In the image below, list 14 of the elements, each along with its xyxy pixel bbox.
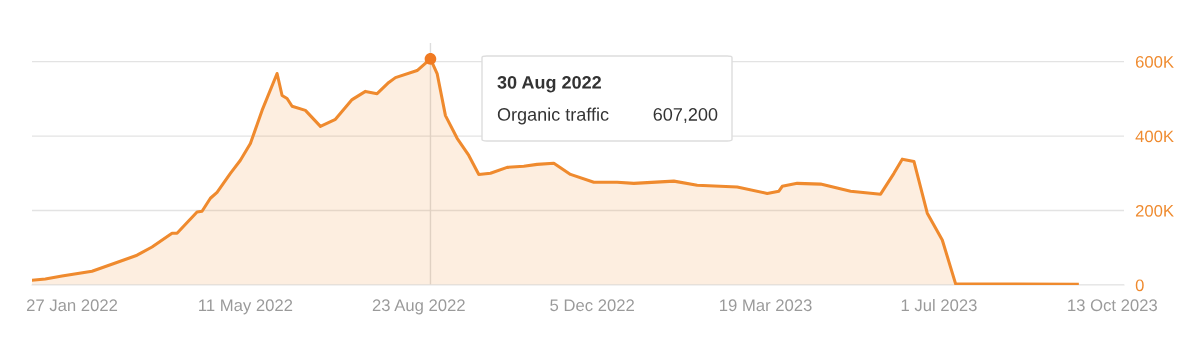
x-tick-label: 1 Jul 2023: [901, 298, 977, 312]
x-tick-label: 23 Aug 2022: [372, 299, 465, 315]
y-tick-label: 0: [1135, 279, 1144, 292]
x-tick-label: 11 May 2022: [199, 299, 293, 315]
x-tick-label: 5 Dec 2022: [550, 299, 634, 312]
y-tick-label: 600K: [1135, 56, 1174, 68]
annotation: 607,200: [653, 108, 718, 123]
annotation: Organic traffic: [497, 107, 609, 125]
y-tick-label: 200K: [1135, 204, 1174, 217]
x-tick-label: 13 Oct 2023: [1068, 299, 1157, 312]
x-tick-label: 27 Jan 2022: [26, 299, 118, 312]
x-tick-label: 19 Mar 2023: [720, 299, 812, 312]
annotation: 30 Aug 2022: [497, 75, 601, 93]
y-tick-label: 400K: [1135, 130, 1174, 143]
